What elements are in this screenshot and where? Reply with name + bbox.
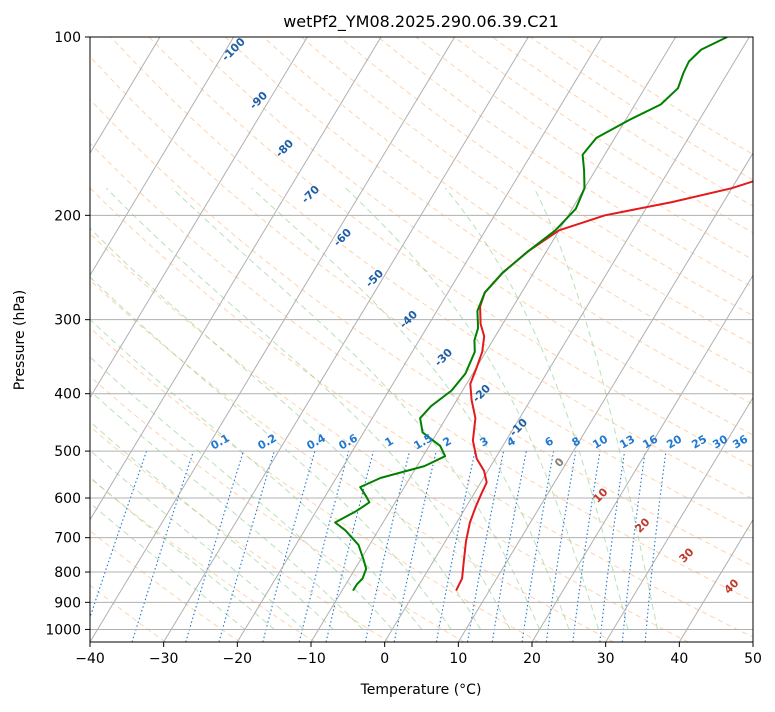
y-tick-label: 700 [54, 531, 81, 547]
x-tick-label: 50 [744, 651, 762, 667]
x-tick-label: 30 [597, 651, 615, 667]
y-axis-label: Pressure (hPa) [12, 290, 28, 390]
chart-title: wetPf2_YM08.2025.290.06.39.C21 [283, 12, 559, 32]
y-tick-label: 300 [54, 313, 81, 329]
x-tick-label: 10 [449, 651, 467, 667]
y-tick-label: 400 [54, 387, 81, 403]
y-tick-label: 1000 [45, 622, 81, 638]
x-tick-label: −10 [296, 651, 326, 667]
x-tick-label: −40 [75, 651, 105, 667]
y-tick-label: 600 [54, 491, 81, 507]
x-axis-label: Temperature (°C) [360, 682, 482, 698]
x-tick-label: 20 [523, 651, 541, 667]
y-tick-label: 800 [54, 565, 81, 581]
y-tick-label: 900 [54, 595, 81, 611]
y-tick-label: 100 [54, 30, 81, 46]
x-tick-label: −20 [223, 651, 253, 667]
y-tick-label: 200 [54, 208, 81, 224]
x-tick-label: 40 [670, 651, 688, 667]
x-tick-label: 0 [380, 651, 389, 667]
x-tick-label: −30 [149, 651, 179, 667]
y-tick-label: 500 [54, 444, 81, 460]
